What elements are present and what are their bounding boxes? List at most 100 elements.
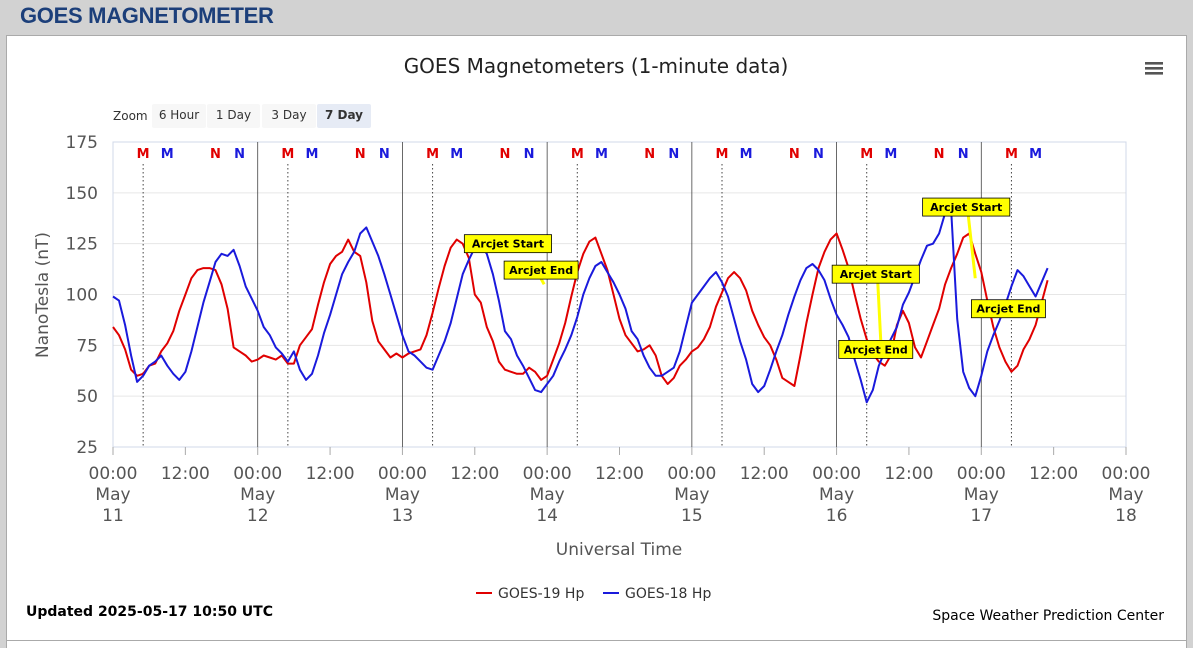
arcjet-annotation: Arcjet Start [831, 264, 920, 284]
annotation-box [971, 299, 1046, 319]
zoom-button-label[interactable]: 1 Day [216, 108, 251, 122]
zoom-button-label[interactable]: 3 Day [271, 108, 306, 122]
midnight-noon-marker: M [1029, 147, 1042, 162]
midnight-noon-marker: N [644, 147, 655, 162]
x-tick-label-line: 12:00 [161, 464, 210, 484]
menu-icon-bar [1145, 62, 1163, 65]
x-tick-label-line: May [530, 485, 565, 505]
x-tick-label: 00:00 May 18 [1102, 464, 1151, 526]
y-tick-label: 75 [76, 336, 98, 356]
midnight-noon-marker: N [234, 147, 245, 162]
midnight-noon-marker: N [499, 147, 510, 162]
x-tick-label: 12:00 [884, 464, 933, 484]
midnight-noon-marker: N [210, 147, 221, 162]
zoom-button-bg[interactable] [207, 104, 260, 128]
x-tick-label-line: 00:00 [378, 464, 427, 484]
x-tick-label-line: 11 [102, 506, 124, 526]
x-tick-label-line: 00:00 [89, 464, 138, 484]
midnight-noon-marker: N [958, 147, 969, 162]
midnight-noon-marker: M [595, 147, 608, 162]
page-header: GOES MAGNETOMETER [0, 0, 1193, 34]
x-tick-label-line: May [819, 485, 854, 505]
midnight-noon-marker: M [716, 147, 729, 162]
zoom-button-bg[interactable] [317, 104, 371, 128]
annotation-label: Arcjet End [509, 264, 573, 277]
annotation-box [922, 197, 1011, 217]
legend-label[interactable]: GOES-19 Hp [498, 586, 584, 602]
x-tick-label-line: 12:00 [884, 464, 933, 484]
legend-item-goes-18-hp[interactable]: GOES-18 Hp [603, 586, 711, 602]
menu-icon-bar [1145, 67, 1163, 70]
x-tick-label-line: 12:00 [595, 464, 644, 484]
arcjet-segment [966, 213, 977, 279]
arcjet-segment [876, 278, 883, 350]
x-tick-label: 00:00 May 17 [957, 464, 1006, 526]
zoom-button-3-day[interactable]: 3 Day [262, 104, 316, 128]
x-tick-label: 00:00 May 13 [378, 464, 427, 526]
series-line-goes-19-hp [112, 232, 1049, 387]
page-title: GOES MAGNETOMETER [20, 3, 274, 28]
x-tick-label-line: May [674, 485, 709, 505]
legend-item-goes-19-hp[interactable]: GOES-19 Hp [476, 586, 584, 602]
arcjet-annotation: Arcjet End [503, 260, 579, 280]
midnight-noon-marker: M [740, 147, 753, 162]
x-tick-label-line: 00:00 [812, 464, 861, 484]
midnight-noon-marker: N [934, 147, 945, 162]
y-tick-label: 100 [66, 286, 98, 306]
x-tick-label-line: 14 [536, 506, 558, 526]
credit-text: Space Weather Prediction Center [932, 608, 1164, 624]
x-tick-label: 12:00 [1029, 464, 1078, 484]
arcjet-annotation: Arcjet End [971, 299, 1046, 319]
menu-icon[interactable] [1145, 62, 1163, 75]
y-tick-label: 150 [66, 184, 98, 204]
annotation-box [503, 260, 579, 280]
arcjet-annotation: Arcjet Start [463, 234, 552, 254]
x-tick-label: 12:00 [595, 464, 644, 484]
zoom-button-1-day[interactable]: 1 Day [207, 104, 260, 128]
x-tick-label: 00:00 May 14 [523, 464, 572, 526]
bottom-panel-edge [6, 640, 1187, 648]
y-tick-label: 25 [76, 438, 98, 458]
midnight-noon-marker: N [789, 147, 800, 162]
annotation-label: Arcjet Start [930, 201, 1002, 214]
x-tick-label-line: 13 [392, 506, 414, 526]
y-axis-title: NanoTesla (nT) [33, 232, 53, 358]
x-tick-label-line: May [1108, 485, 1143, 505]
y-tick-label: 125 [66, 235, 98, 255]
zoom-button-label[interactable]: 6 Hour [159, 108, 199, 122]
x-tick-label: 00:00 May 16 [812, 464, 861, 526]
x-tick-label: 12:00 [306, 464, 355, 484]
x-tick-label-line: 12:00 [1029, 464, 1078, 484]
zoom-button-7-day[interactable]: 7 Day [317, 104, 371, 128]
midnight-noon-marker: N [355, 147, 366, 162]
midnight-noon-marker: M [571, 147, 584, 162]
midnight-noon-marker: M [860, 147, 873, 162]
x-tick-label-line: 12 [247, 506, 269, 526]
x-tick-label-line: 00:00 [667, 464, 716, 484]
midnight-noon-marker: M [306, 147, 319, 162]
x-tick-label-line: 12:00 [306, 464, 355, 484]
midnight-noon-marker: M [1005, 147, 1018, 162]
chart-title: GOES Magnetometers (1-minute data) [404, 54, 789, 78]
midnight-noon-marker: N [524, 147, 535, 162]
x-tick-label-line: May [240, 485, 275, 505]
x-tick-label: 12:00 [740, 464, 789, 484]
midnight-noon-marker: N [379, 147, 390, 162]
x-tick-label-line: May [95, 485, 130, 505]
zoom-button-6-hour[interactable]: 6 Hour [152, 104, 206, 128]
x-axis-title: Universal Time [556, 540, 682, 560]
x-tick-label-line: 17 [970, 506, 992, 526]
x-tick-label-line: May [964, 485, 999, 505]
zoom-button-bg[interactable] [152, 104, 206, 128]
x-tick-label: 12:00 [450, 464, 499, 484]
x-tick-label-line: 00:00 [1102, 464, 1151, 484]
x-tick-label-line: 12:00 [740, 464, 789, 484]
zoom-button-label[interactable]: 7 Day [325, 108, 363, 122]
updated-text: Updated 2025-05-17 10:50 UTC [26, 604, 273, 620]
x-tick-label-line: 12:00 [450, 464, 499, 484]
x-tick-label-line: 18 [1115, 506, 1137, 526]
zoom-button-bg[interactable] [262, 104, 316, 128]
x-tick-label: 00:00 May 12 [233, 464, 282, 526]
legend-label[interactable]: GOES-18 Hp [625, 586, 711, 602]
